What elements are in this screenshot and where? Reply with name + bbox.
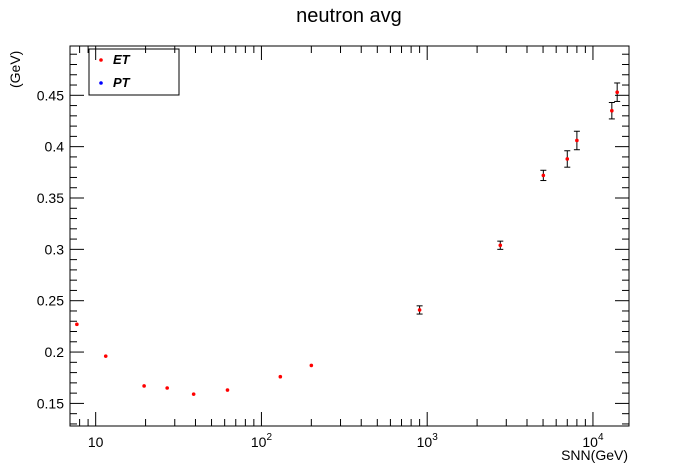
data-point-et: [165, 386, 169, 390]
data-point-et: [75, 322, 79, 327]
legend-label-pt: PT: [113, 75, 131, 90]
y-tick-labels: 0.15 0.2 0.25 0.3 0.35 0.4 0.45: [37, 87, 64, 411]
data-points: [75, 90, 619, 396]
y-tick-label: 0.35: [37, 190, 64, 206]
y-axis-label: (GeV): [7, 51, 23, 88]
y-tick-label: 0.15: [37, 395, 64, 411]
x-tick-base: 10: [417, 434, 433, 450]
legend-box: [88, 48, 180, 96]
x-tick-exponent: 4: [598, 432, 604, 443]
data-point-et: [309, 363, 314, 368]
y-tick-label: 0.2: [45, 344, 65, 360]
x-tick-exponent: 3: [432, 432, 438, 443]
y-tick-label: 0.25: [37, 293, 64, 309]
x-tick-label: 104: [582, 432, 604, 450]
data-point-et: [610, 108, 614, 113]
legend-marker-et: [99, 58, 103, 62]
axis-ticks: [69, 46, 629, 426]
x-tick-base: 10: [582, 434, 598, 450]
data-point-et: [278, 374, 283, 379]
y-tick-label: 0.4: [45, 139, 65, 155]
x-axis-label: SNN(GeV): [561, 447, 628, 463]
data-point-et: [191, 392, 196, 396]
data-point-et: [417, 308, 422, 312]
y-tick-label: 0.3: [45, 241, 65, 257]
legend: ET PT: [88, 48, 180, 96]
x-tick-labels: 10 102 103 104: [88, 432, 604, 450]
data-point-et: [225, 388, 230, 392]
data-point-et: [565, 157, 570, 161]
error-bars: [416, 82, 621, 315]
plot-frame: [69, 45, 630, 427]
x-tick-label: 102: [251, 432, 273, 450]
data-point-et: [103, 354, 108, 358]
x-tick-label: 10: [88, 434, 104, 450]
x-tick-base: 10: [251, 434, 267, 450]
x-tick-exponent: 2: [266, 432, 272, 443]
legend-label-et: ET: [113, 52, 131, 67]
x-tick-label: 103: [417, 432, 439, 450]
data-point-et: [575, 138, 579, 143]
y-tick-label: 0.45: [37, 87, 64, 103]
data-point-et: [541, 173, 546, 178]
legend-marker-pt: [99, 81, 103, 85]
data-point-et: [498, 243, 503, 248]
data-point-et: [615, 90, 619, 95]
data-point-et: [142, 384, 146, 388]
chart-title: neutron avg: [296, 5, 402, 27]
x-tick-base: 10: [88, 434, 104, 450]
